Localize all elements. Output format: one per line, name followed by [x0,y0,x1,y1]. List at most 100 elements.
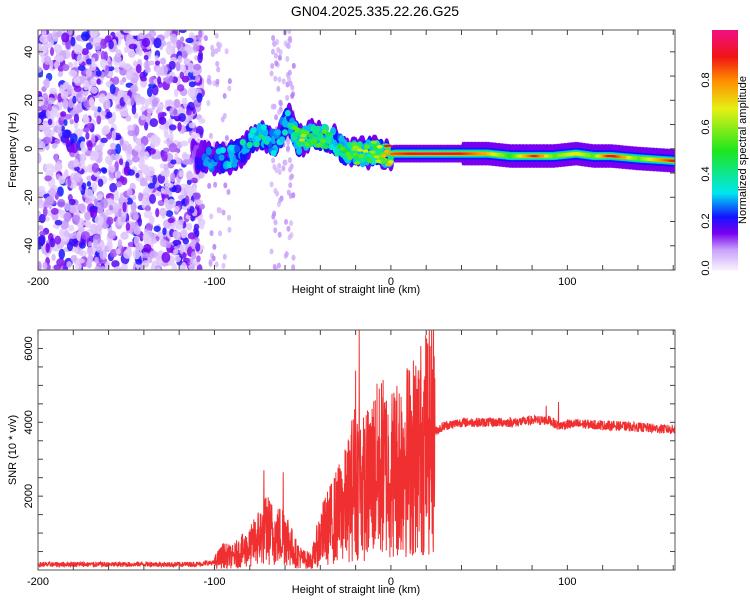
noise-speckle [122,30,132,34]
noise-speckle [122,201,127,213]
colorbar-tick-label: 0.8 [700,72,712,87]
noise-speckle [61,64,70,72]
noise-speckle [227,226,232,233]
colorbar-swatch [712,174,738,176]
noise-speckle [87,254,92,265]
noise-speckle [59,228,65,237]
noise-speckle [115,49,122,58]
noise-speckle [123,46,129,53]
noise-speckle [155,266,161,270]
noise-speckle [90,77,97,85]
noise-speckle [88,37,94,43]
noise-speckle [149,250,158,259]
colorbar-swatch [712,89,738,91]
noise-speckle [38,196,43,205]
noise-speckle [85,42,93,50]
ridge-mark [279,136,286,143]
ridge-mark [375,159,382,163]
colorbar-swatch [712,58,738,60]
noise-speckle [112,95,118,102]
colorbar-swatch [712,48,738,50]
x-tick-label: -200 [27,276,49,288]
noise-speckle [183,58,191,66]
bottom-y-axis-label: SNR (10 * v/v) [7,415,19,485]
ridge-mark [380,154,387,158]
colorbar-swatch [712,98,738,100]
colorbar-swatch [712,93,738,95]
noise-speckle [109,248,118,258]
colorbar-swatch [712,222,738,224]
ridge-mark [387,160,394,164]
noise-speckle [160,187,165,194]
noise-speckle [283,159,288,166]
noise-speckle [38,66,43,73]
noise-speckle [45,109,51,118]
noise-speckle [191,251,197,260]
noise-speckle [291,264,296,270]
noise-speckle [86,175,93,181]
colorbar-swatch [712,179,738,181]
colorbar-swatch [712,150,738,152]
noise-speckle [190,177,198,184]
noise-speckle [101,167,108,174]
colorbar-swatch [712,142,738,144]
colorbar-swatch [712,59,738,61]
noise-speckle [159,66,165,76]
noise-speckle [90,133,96,144]
colorbar-swatch [712,49,738,51]
noise-speckle [47,32,53,43]
noise-speckle [186,109,192,116]
colorbar-swatch [712,126,738,128]
noise-speckle [170,159,177,165]
noise-speckle [117,239,123,251]
ridge-mark [205,146,212,156]
colorbar-swatch [712,223,738,225]
noise-speckle [111,111,117,123]
noise-speckle [119,192,124,204]
noise-speckle [216,66,221,73]
noise-speckle [85,68,93,78]
noise-speckle [38,111,46,119]
noise-speckle [47,97,55,105]
noise-speckle [181,229,187,239]
colorbar-swatch [712,147,738,149]
noise-speckle [68,224,75,232]
noise-speckle [68,203,77,214]
colorbar-swatch [712,51,738,53]
noise-speckle [88,96,95,107]
colorbar-swatch [712,252,738,254]
ridge-mark [313,130,320,136]
ridge-mark [234,144,241,154]
top-x-axis-label: Height of straight line (km) [292,284,420,296]
noise-speckle [109,165,116,173]
noise-speckle [198,30,203,39]
noise-speckle [72,214,80,225]
noise-speckle [127,169,135,176]
colorbar-swatch [712,230,738,232]
noise-speckle [172,42,177,49]
colorbar-swatch [712,166,738,168]
noise-speckle [226,189,231,196]
noise-speckle [164,99,174,106]
noise-speckle [206,100,211,107]
colorbar-swatch [712,211,738,213]
noise-speckle [97,206,104,215]
colorbar-swatch [712,34,738,36]
noise-speckle [54,138,61,145]
noise-speckle [171,185,177,193]
noise-speckle [177,55,183,64]
colorbar-tick-label: 0.2 [700,213,712,228]
noise-speckle [133,60,138,67]
noise-speckle [80,141,86,150]
colorbar-swatch [712,56,738,58]
colorbar-swatch [712,99,738,101]
noise-speckle [99,249,107,260]
noise-speckle [87,140,93,151]
x-tick-label: -100 [203,576,225,588]
colorbar-swatch [712,128,738,130]
noise-speckle [287,157,292,164]
noise-speckle [89,155,96,161]
noise-speckle [57,124,62,134]
colorbar-swatch [712,117,738,119]
